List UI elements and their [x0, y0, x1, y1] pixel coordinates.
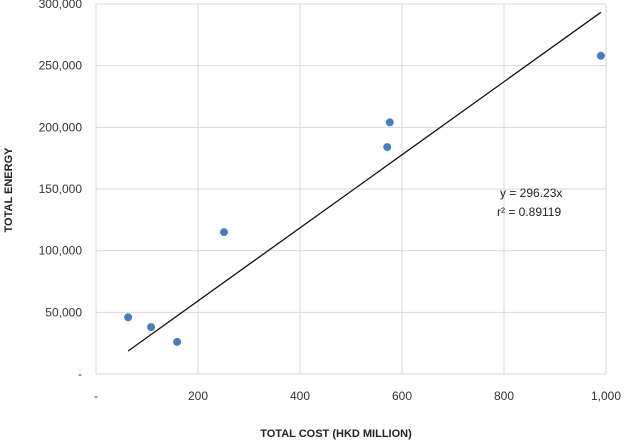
x-tick-label: 600	[392, 389, 412, 403]
x-tick-label: 200	[188, 389, 208, 403]
tick-labels: - 200 400 600 800 1,000 - 50,000 100,000 150,000 2…	[39, 0, 622, 403]
y-tick-label: 300,000	[39, 0, 83, 11]
trendline	[127, 11, 602, 352]
x-tick-label: 400	[290, 389, 310, 403]
x-tick-label: -	[94, 389, 98, 403]
data-point	[173, 337, 182, 346]
data-point	[220, 228, 229, 237]
x-tick-label: 800	[494, 389, 514, 403]
data-point	[383, 143, 392, 152]
data-point	[385, 118, 394, 127]
data-point	[596, 51, 605, 60]
y-tick-label: -	[78, 367, 82, 381]
y-axis-label: TOTAL ENERGY	[3, 147, 15, 233]
y-tick-label: 100,000	[39, 244, 83, 258]
y-tick-label: 200,000	[39, 120, 83, 134]
grid	[95, 3, 607, 375]
data-points	[124, 51, 605, 346]
data-point	[147, 323, 156, 332]
y-tick-label: 50,000	[45, 305, 82, 319]
r-squared: r² = 0.89119	[497, 205, 561, 219]
x-axis-label: TOTAL COST (HKD MILLION)	[260, 428, 412, 440]
trendline-equation: y = 296.23x	[500, 186, 562, 200]
data-point	[124, 313, 133, 322]
x-tick-label: 1,000	[591, 389, 621, 403]
y-tick-label: 250,000	[39, 59, 83, 73]
y-tick-label: 150,000	[39, 182, 83, 196]
